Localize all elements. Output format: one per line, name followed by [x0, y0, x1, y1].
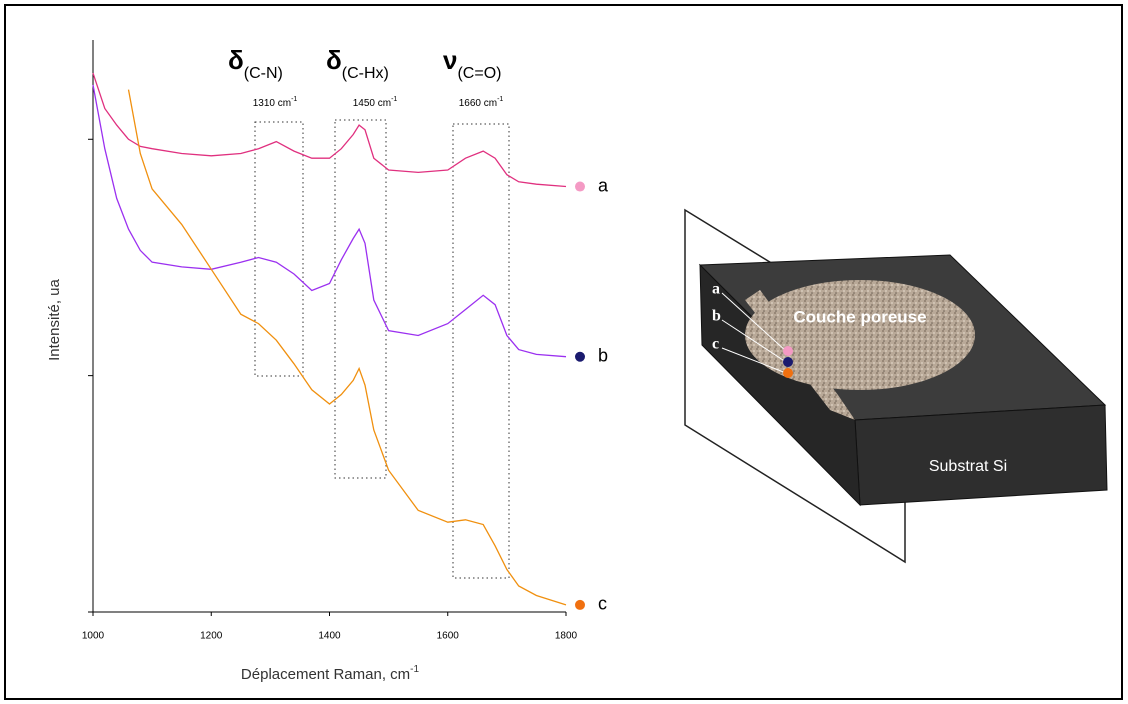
- point-label: b: [712, 308, 721, 325]
- x-axis-label-exponent: -1: [410, 664, 419, 675]
- layer-cut: [745, 290, 855, 420]
- series-marker: [575, 181, 585, 192]
- annotation-position: 1660 cm-1: [459, 96, 504, 109]
- layer-label: Couche poreuse: [793, 307, 926, 326]
- substrate-label: Substrat Si: [929, 458, 1007, 475]
- pointer: [721, 347, 787, 374]
- point-label: a: [712, 281, 720, 298]
- annotation-symbol: δ: [326, 45, 342, 75]
- y-axis-label: Intensité, ua: [46, 278, 63, 360]
- point-label: c: [712, 336, 719, 353]
- point-marker: [783, 346, 793, 356]
- annotation-symbol: δ: [228, 45, 244, 75]
- series-marker: [575, 599, 585, 610]
- annotation-position-text: 1450 cm: [353, 98, 391, 109]
- block-front: [854, 404, 1108, 506]
- x-tick-label: 1200: [200, 631, 223, 642]
- annotation-position-text: 1310 cm: [253, 98, 291, 109]
- annotation-subscript: (C-Hx): [342, 65, 389, 82]
- pointer: [721, 292, 787, 352]
- frame: [4, 4, 1123, 700]
- annotation-subscript: (C-N): [244, 65, 283, 82]
- annotation: δ(C-Hx): [326, 45, 389, 82]
- point-marker: [783, 368, 793, 378]
- annotation-subscript: (C=O): [457, 65, 501, 82]
- annotation-symbol: ν: [443, 45, 457, 75]
- series-marker: [575, 351, 585, 362]
- range-box: [254, 121, 304, 377]
- series-label: b: [598, 345, 608, 365]
- series-label: c: [598, 594, 607, 614]
- annotation-position: 1310 cm-1: [253, 96, 298, 109]
- annotation-position: 1450 cm-1: [353, 96, 398, 109]
- range-boxes: [254, 119, 510, 579]
- annotation: ν(C=O): [443, 45, 501, 82]
- x-tick-label: 1800: [555, 631, 578, 642]
- annotation-position-exponent: -1: [497, 96, 503, 103]
- x-tick-label: 1400: [318, 631, 341, 642]
- range-box: [452, 123, 510, 579]
- x-tick-label: 1000: [82, 631, 105, 642]
- point-marker: [783, 357, 793, 367]
- annotation-position-exponent: -1: [391, 96, 397, 103]
- series-label: a: [598, 175, 609, 195]
- sample-diagram: a b c Couche poreuse Substrat Si: [684, 208, 1108, 564]
- series-line: [92, 72, 567, 188]
- annotation-position-text: 1660 cm: [459, 98, 497, 109]
- x-tick-label: 1600: [437, 631, 460, 642]
- x-axis-label: Déplacement Raman, cm-1: [241, 664, 420, 683]
- range-box: [334, 119, 387, 479]
- series-line: [127, 89, 567, 606]
- series-line: [92, 84, 567, 358]
- pointer: [721, 319, 787, 363]
- annotation-position-exponent: -1: [291, 96, 297, 103]
- x-axis-label-text: Déplacement Raman, cm: [241, 666, 410, 683]
- annotation: δ(C-N): [228, 45, 283, 82]
